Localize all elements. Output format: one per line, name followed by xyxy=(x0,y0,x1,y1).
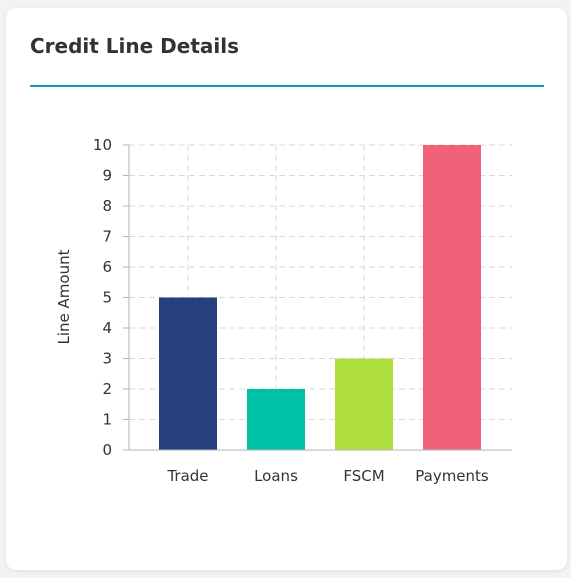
y-tick-label-6: 6 xyxy=(102,258,112,276)
bar-trade xyxy=(159,298,217,451)
y-tick-label-4: 4 xyxy=(102,319,112,337)
y-tick-label-2: 2 xyxy=(102,380,112,398)
x-tick-label-trade: Trade xyxy=(166,467,208,485)
x-tick-label-loans: Loans xyxy=(254,467,298,485)
y-tick-label-8: 8 xyxy=(102,197,112,215)
y-tick-label-0: 0 xyxy=(102,441,112,459)
y-tick-label-7: 7 xyxy=(102,228,112,246)
x-tick-label-payments: Payments xyxy=(415,467,489,485)
bar-fscm xyxy=(335,359,393,451)
y-tick-label-10: 10 xyxy=(93,136,112,154)
bar-loans xyxy=(247,389,305,450)
y-tick-label-1: 1 xyxy=(102,411,112,429)
x-tick-label-fscm: FSCM xyxy=(343,467,384,485)
y-tick-label-3: 3 xyxy=(102,350,112,368)
bar-payments xyxy=(423,145,481,450)
y-tick-label-9: 9 xyxy=(102,167,112,185)
y-tick-label-5: 5 xyxy=(102,289,112,307)
y-axis-label: Line Amount xyxy=(55,249,73,344)
